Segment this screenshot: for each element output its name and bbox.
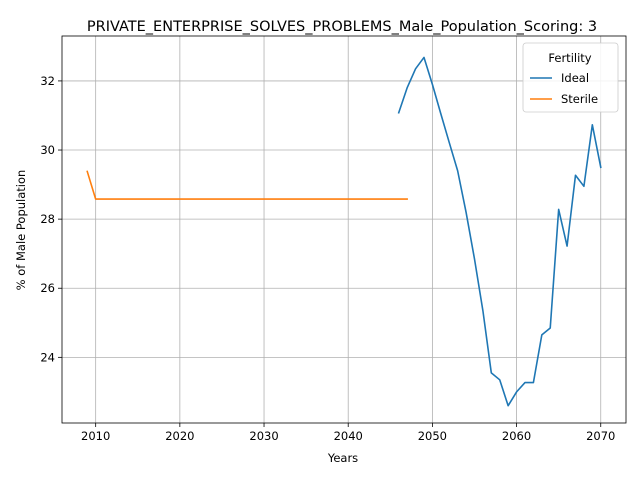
chart-title: PRIVATE_ENTERPRISE_SOLVES_PROBLEMS_Male_…: [87, 19, 597, 35]
legend-title: Fertility: [548, 51, 591, 65]
x-tick-label: 2040: [334, 429, 363, 443]
x-axis-label: Years: [327, 451, 358, 465]
series-line-ideal: [397, 56, 602, 407]
y-axis-label: % of Male Population: [14, 170, 28, 291]
x-tick-label: 2030: [249, 429, 278, 443]
legend-label-sterile: Sterile: [561, 92, 598, 106]
x-tick-label: 2060: [502, 429, 531, 443]
y-tick-label: 28: [40, 212, 55, 226]
y-tick-label: 24: [40, 350, 55, 364]
legend: Fertility Ideal Sterile: [522, 42, 619, 113]
x-tick-label: 2070: [586, 429, 615, 443]
x-tick-label: 2050: [418, 429, 447, 443]
legend-box: [522, 42, 619, 113]
y-tick-label: 32: [40, 74, 55, 88]
x-tick-label: 2020: [165, 429, 194, 443]
plot-frame: [61, 35, 627, 424]
legend-label-ideal: Ideal: [561, 71, 589, 85]
grid: [62, 36, 626, 423]
y-tick-label: 30: [40, 143, 55, 157]
plot-series: [86, 56, 602, 407]
series-line-sterile: [86, 170, 408, 200]
y-tick-label: 26: [40, 281, 55, 295]
x-tick-label: 2010: [81, 429, 110, 443]
axis-ticks: 2010 2020 2030 2040 2050 2060 2070 24 26 28 30 32: [40, 74, 615, 443]
